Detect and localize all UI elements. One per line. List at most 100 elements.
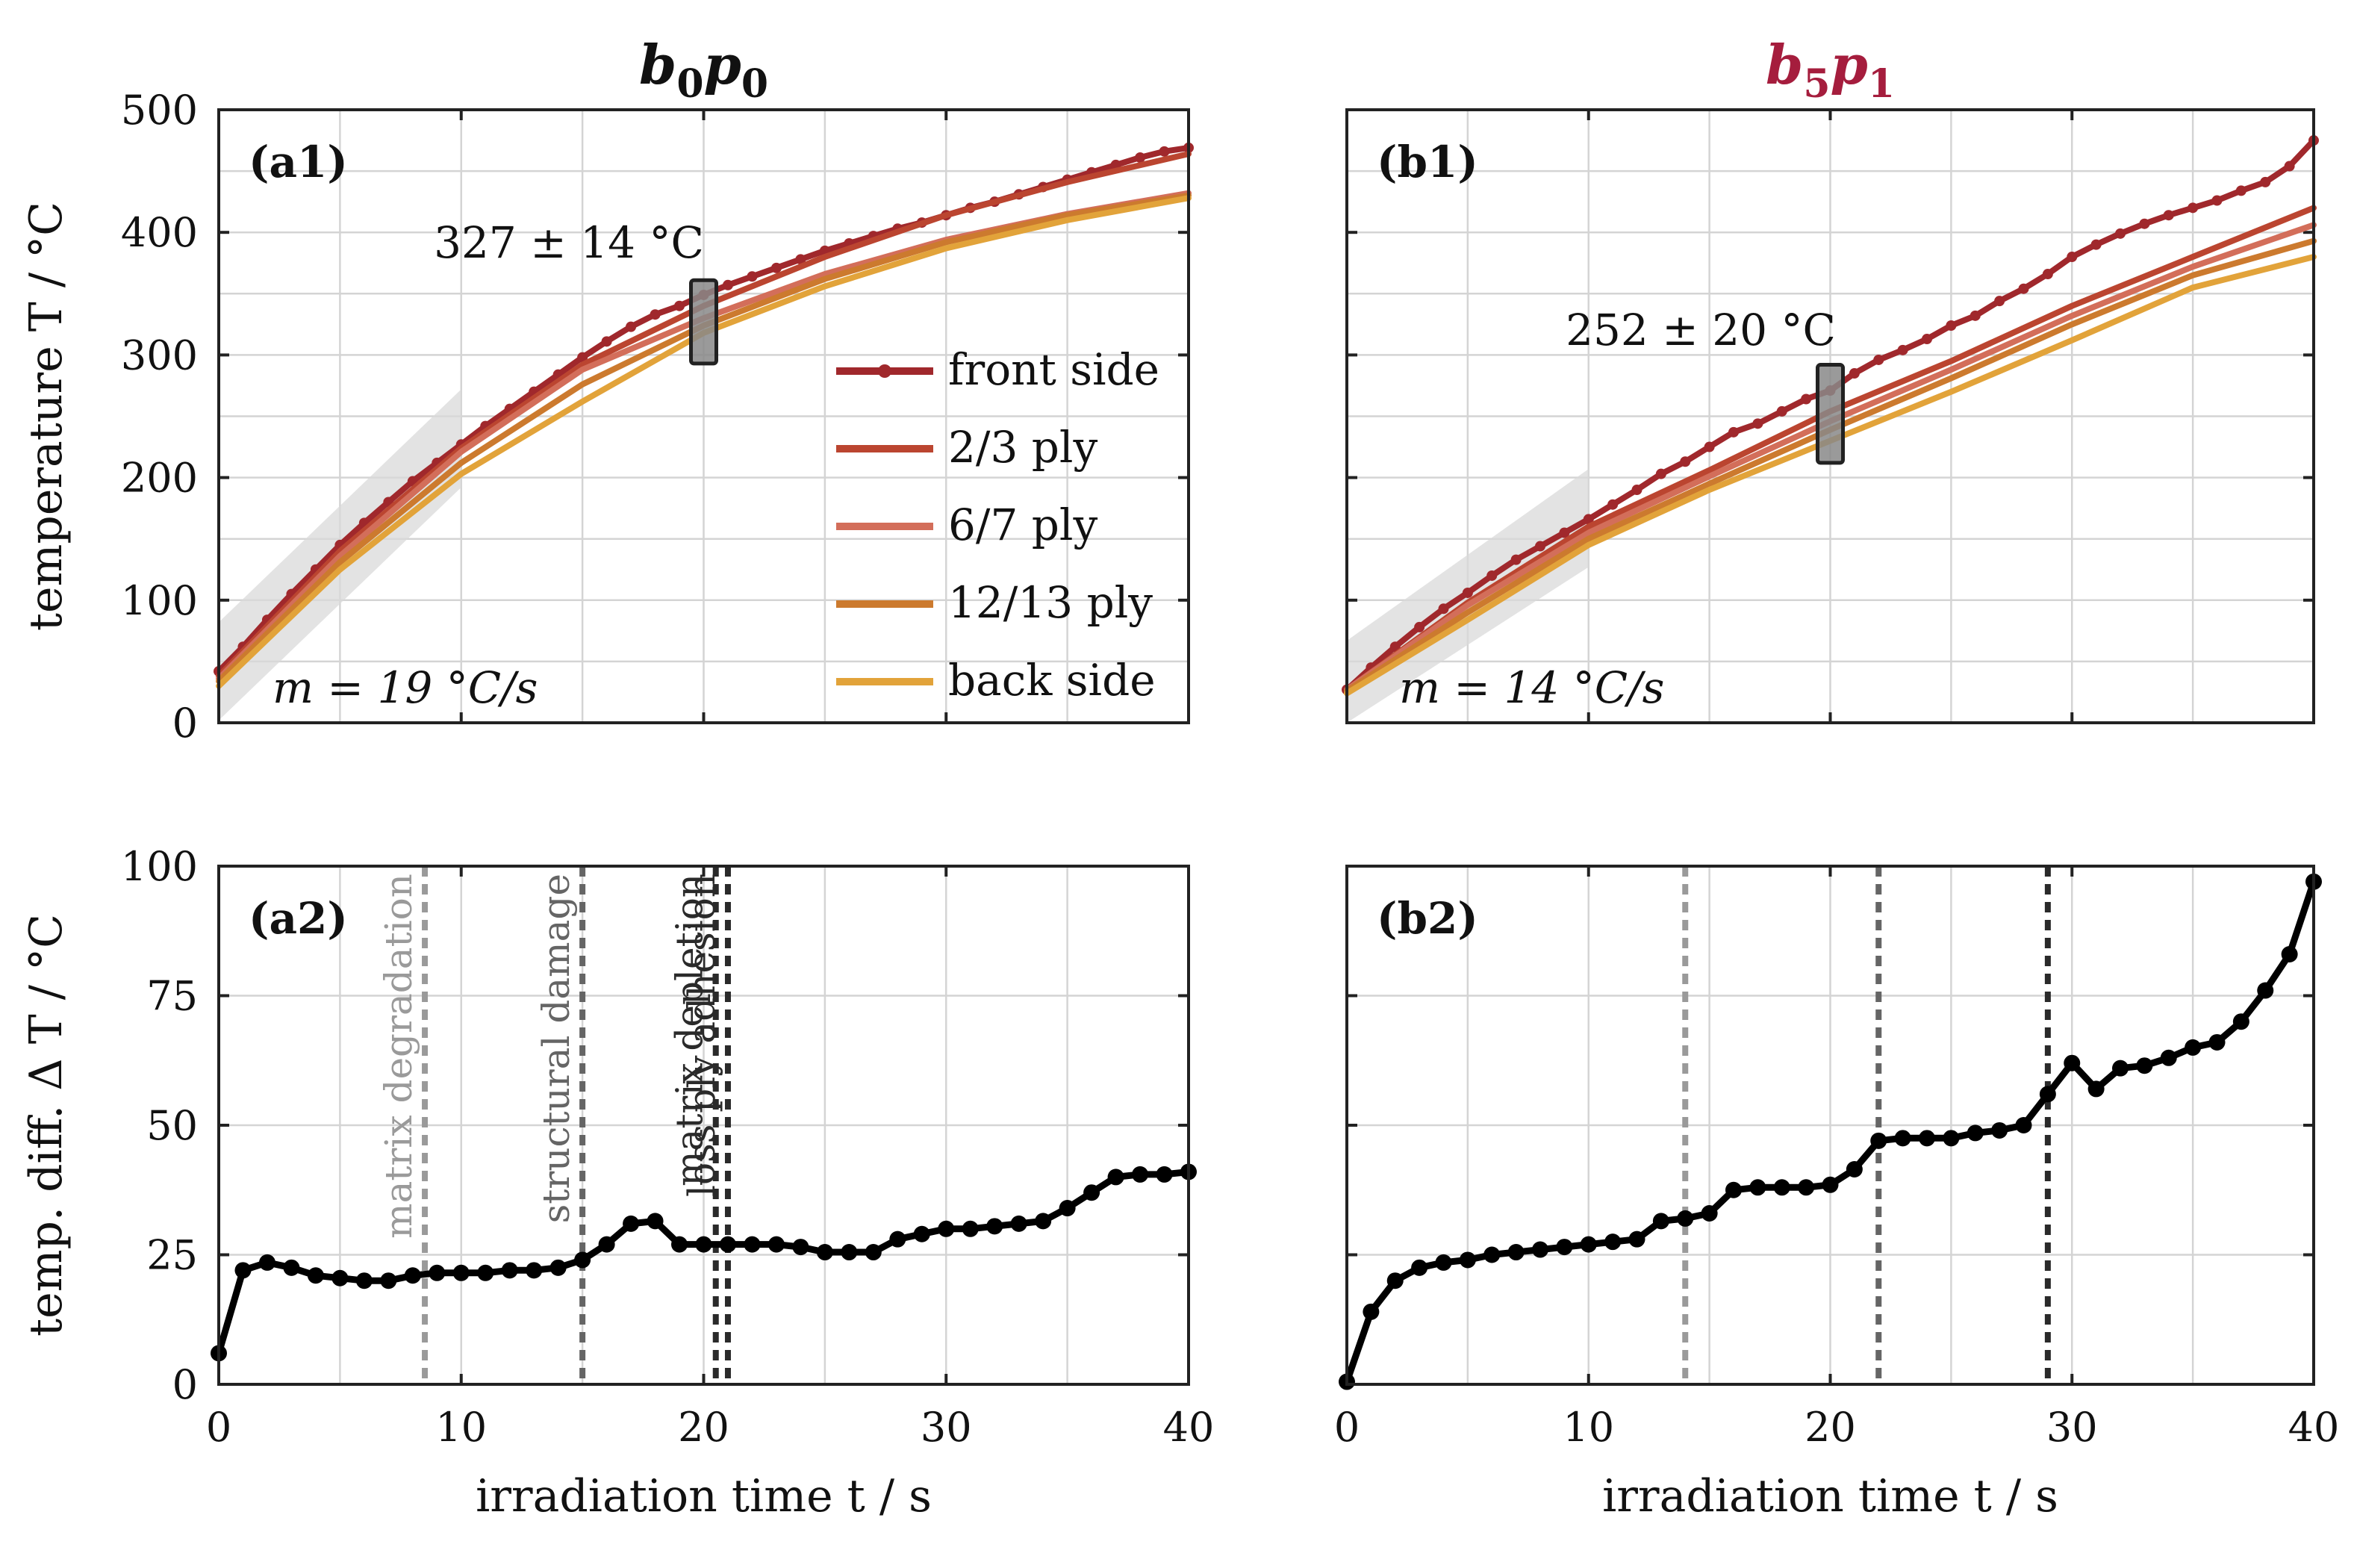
data-point	[1652, 1213, 1669, 1230]
data-point	[1438, 603, 1449, 615]
panel-label: (a1)	[249, 137, 348, 187]
data-point	[1701, 1204, 1718, 1222]
data-point	[1680, 456, 1691, 467]
data-point	[816, 1244, 833, 1261]
chart-title: b5p1	[1766, 33, 1895, 107]
title-letter: b	[639, 33, 676, 96]
y-tick-label: 100	[121, 577, 198, 624]
data-point	[1897, 344, 1908, 355]
data-point	[1970, 310, 1981, 321]
data-point	[2211, 195, 2223, 206]
data-point	[1459, 1251, 1476, 1269]
data-point	[722, 279, 733, 290]
data-point	[889, 1231, 906, 1248]
data-point	[795, 254, 806, 265]
error-box	[1816, 363, 1845, 465]
x-tick-label: 20	[678, 1404, 729, 1451]
data-point	[452, 1264, 470, 1281]
series--T	[1339, 873, 2322, 1390]
data-point	[404, 1267, 421, 1284]
data-point	[380, 1272, 397, 1289]
data-point	[2281, 945, 2298, 962]
y-axis-label: temp. diff. Δ T / °C	[20, 914, 72, 1337]
y-tick-label: 25	[146, 1232, 198, 1279]
data-point	[1604, 1233, 1622, 1251]
data-point	[1035, 1213, 1052, 1230]
data-point	[283, 1259, 300, 1276]
data-point	[355, 1272, 373, 1289]
legend-label: 2/3 ply	[948, 422, 1097, 473]
data-point	[986, 1218, 1003, 1235]
title-subscript: 1	[1868, 61, 1895, 107]
data-point	[1655, 468, 1666, 479]
legend: front side 2/3 ply 6/7 ply 12/13 ply back si…	[836, 344, 1159, 706]
title-letter: p	[704, 33, 741, 96]
data-point	[2039, 1086, 2056, 1103]
event-label: matrix degradation	[377, 874, 420, 1239]
event-label: structural damage	[535, 874, 578, 1223]
slope-annotation: m = 19 °C/s	[273, 662, 538, 713]
data-point	[2087, 1080, 2105, 1098]
data-point	[1752, 418, 1763, 429]
data-point	[623, 1215, 640, 1232]
data-point	[1946, 320, 1957, 331]
data-point	[1483, 1246, 1501, 1263]
data-point	[1010, 1215, 1027, 1232]
data-point	[2139, 218, 2150, 229]
data-point	[1725, 1181, 1742, 1198]
data-point	[429, 1264, 446, 1281]
data-point	[1583, 514, 1594, 525]
data-point	[2260, 176, 2271, 187]
chart-a1: 0 100 200 300 400 500 327 ± 14 °C m = 19 °C/s (a…	[20, 33, 1194, 747]
x-tick-label: 40	[1163, 1404, 1215, 1451]
legend-marker	[878, 364, 891, 378]
data-point	[1967, 1124, 1984, 1142]
y-tick-label: 75	[146, 973, 198, 1020]
data-point	[1677, 1210, 1694, 1227]
chart-b2: 0 10 20 30 40 (b2) irradiation time t / s	[1334, 865, 2339, 1522]
data-point	[549, 1259, 567, 1276]
data-point	[1894, 1130, 1911, 1147]
data-point	[744, 1236, 761, 1253]
error-annotation: 252 ± 20 °C	[1566, 305, 1836, 355]
title-letter: p	[1831, 33, 1868, 96]
data-point	[577, 352, 588, 363]
y-tick-label: 500	[121, 87, 198, 134]
title-subscript: 5	[1803, 61, 1830, 107]
data-point	[1510, 554, 1522, 565]
data-point	[2064, 1054, 2081, 1071]
data-point	[1559, 527, 1570, 538]
event-label: matrix depletion	[668, 874, 712, 1186]
axes-frame	[217, 865, 1190, 1386]
x-tick-label: 10	[435, 1404, 487, 1451]
data-point	[1991, 1121, 2008, 1139]
data-point	[2235, 185, 2246, 196]
data-point	[1943, 1130, 1960, 1147]
data-point	[1628, 1231, 1645, 1248]
data-point	[865, 1244, 882, 1261]
data-point	[1773, 1179, 1790, 1196]
data-point	[2257, 982, 2274, 999]
series-front-side	[1342, 135, 2319, 695]
data-point	[2185, 1039, 2202, 1056]
data-point	[1849, 368, 1860, 379]
data-point	[626, 321, 637, 332]
y-axis-label: temperature T / °C	[20, 202, 72, 631]
data-point	[2232, 1013, 2249, 1030]
data-point	[1749, 1179, 1766, 1196]
data-point	[1922, 334, 1932, 345]
axes-frame	[1345, 108, 2315, 724]
chart-title: b0p0	[639, 33, 768, 107]
data-point	[1462, 587, 1473, 598]
x-tick-label: 30	[921, 1404, 972, 1451]
data-point	[307, 1267, 324, 1284]
panel-label: (b1)	[1377, 137, 1478, 187]
x-axis-label: irradiation time t / s	[476, 1470, 932, 1522]
data-point	[719, 1236, 736, 1253]
data-point	[695, 1236, 712, 1253]
data-point	[1870, 1132, 1887, 1149]
data-point	[1798, 1179, 1815, 1196]
data-point	[2018, 283, 2029, 294]
data-point	[913, 1225, 930, 1242]
